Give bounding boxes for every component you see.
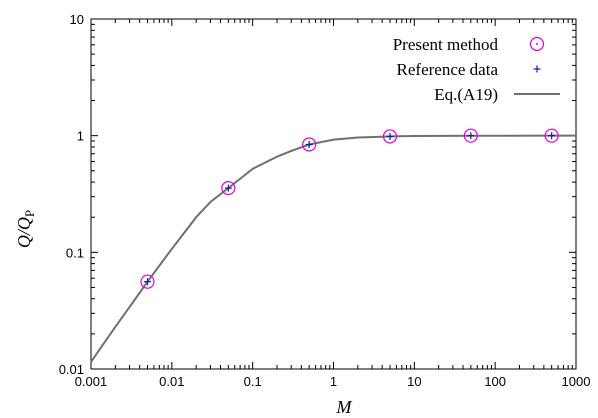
point-reference-data xyxy=(467,132,475,140)
x-tick-label: 0.001 xyxy=(75,374,108,389)
y-axis-label-main: Q/Q xyxy=(14,217,34,248)
plot-frame xyxy=(90,18,577,370)
legend-symbol-reference-data xyxy=(533,65,541,73)
point-reference-data xyxy=(224,184,232,192)
y-tick-label: 10 xyxy=(70,12,84,27)
point-reference-data xyxy=(144,278,152,286)
point-reference-data xyxy=(386,132,394,140)
x-tick-label: 100 xyxy=(484,374,506,389)
x-tick-label: 1 xyxy=(330,374,337,389)
x-axis-label: M xyxy=(336,397,353,417)
series-line-eq-a19 xyxy=(90,134,576,363)
y-tick-label: 1 xyxy=(77,129,84,144)
x-tick-label: 0.01 xyxy=(159,374,184,389)
legend-label: Present method xyxy=(393,35,499,54)
y-axis-label: Q/QP xyxy=(14,210,37,248)
x-tick-label: 10 xyxy=(407,374,421,389)
y-axis-label-subscript: P xyxy=(22,210,37,217)
legend-label: Reference data xyxy=(397,60,499,79)
legend-symbol-present-method xyxy=(529,36,545,52)
y-tick-label: 0.1 xyxy=(66,245,84,260)
x-tick-label: 0.1 xyxy=(244,374,262,389)
x-tick-label: 1000 xyxy=(562,374,591,389)
point-reference-data xyxy=(305,141,313,149)
y-tick-label: 0.01 xyxy=(59,362,84,377)
point-reference-data xyxy=(548,132,556,140)
legend-label: Eq.(A19) xyxy=(434,85,498,104)
